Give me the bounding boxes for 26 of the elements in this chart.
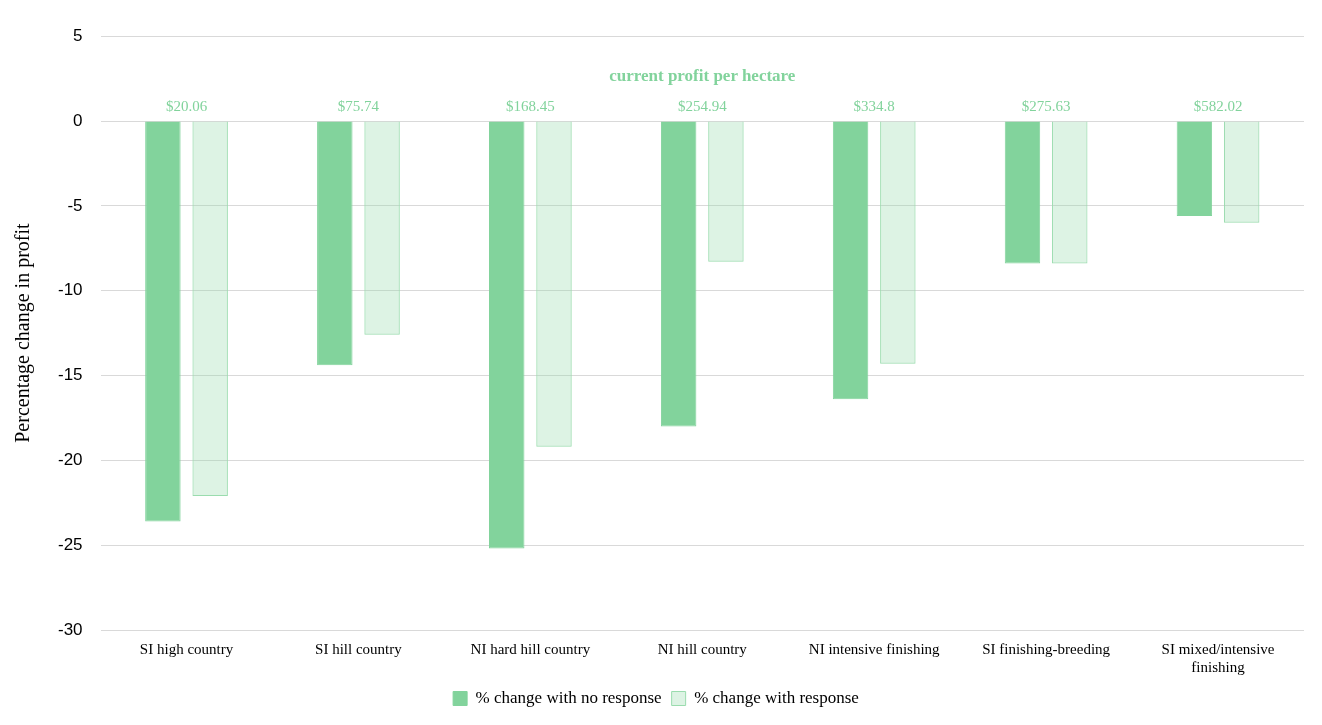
annotation: $582.02 [1193, 98, 1243, 115]
annotation: $275.63 [1021, 98, 1071, 115]
annotation: $75.74 [337, 98, 380, 115]
y-axis-title: Percentage change in profit [11, 222, 35, 443]
legend-label: % change with no response [475, 687, 662, 707]
x-tick-label: NI hard hill country [470, 640, 591, 657]
x-tick-label: NI hill country [657, 640, 748, 657]
y-tick-label: 5 [73, 25, 83, 45]
x-tick-label: SI hill country [315, 640, 403, 657]
annotation: $254.94 [677, 98, 728, 115]
y-tick-label: -10 [57, 280, 83, 300]
x-tick-label: NI intensive finishing [808, 640, 941, 657]
y-tick-label: -25 [57, 534, 83, 554]
legend-label: % change with response [694, 687, 859, 707]
y-tick-label: -5 [67, 195, 83, 215]
x-tick-label: SI mixed/intensive finishing [1161, 640, 1275, 675]
x-tick-label: SI high country [139, 640, 234, 657]
annotation: $20.06 [165, 98, 208, 115]
x-tick-label: SI finishing-breeding [982, 640, 1111, 657]
y-tick-label: -15 [57, 365, 83, 385]
annotation: $168.45 [505, 98, 555, 115]
y-tick-label: -30 [57, 619, 83, 639]
y-tick-label: 0 [73, 110, 83, 130]
y-tick-label: -20 [57, 450, 83, 470]
annotation: current profit per hectare [609, 65, 796, 85]
annotation: $334.8 [853, 98, 895, 115]
